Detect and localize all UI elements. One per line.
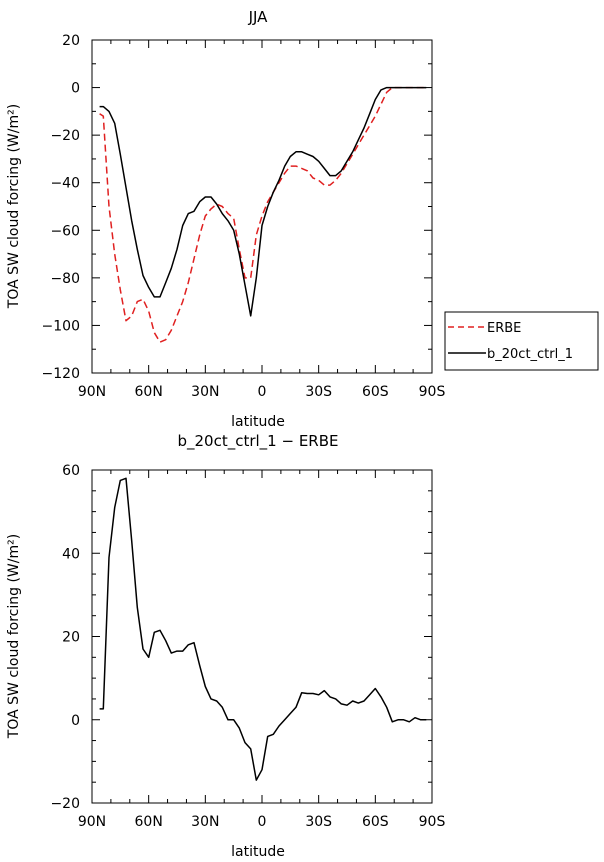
panel2-series xyxy=(99,477,427,781)
panel1-ticks xyxy=(91,39,433,374)
panel2-title: b_20ct_ctrl_1 − ERBE xyxy=(177,432,338,451)
x-tick-label: 30N xyxy=(191,384,219,400)
y-tick-label: 40 xyxy=(62,546,80,562)
x-tick-label: 30S xyxy=(305,814,332,830)
panel2-x-axis-label: latitude xyxy=(231,844,285,860)
panel1-x-axis-label: latitude xyxy=(231,414,285,430)
panel1-tick-labels: 90N 60N 30N 0 30S 60S 90S 20 0 −20 −40 −60 −80 −100 −1… xyxy=(42,33,446,400)
x-tick-label: 60S xyxy=(362,814,389,830)
panel2-y-axis-label: TOA SW cloud forcing (W/m²) xyxy=(6,534,22,739)
x-tick-label: 0 xyxy=(258,814,267,830)
series-line-b-20ct-ctrl-1 xyxy=(99,86,427,317)
x-tick-label: 90N xyxy=(78,384,106,400)
y-tick-label: −80 xyxy=(50,271,80,287)
y-tick-label: −120 xyxy=(42,366,80,382)
legend-model-label: b_20ct_ctrl_1 xyxy=(487,347,573,362)
y-tick-label: −100 xyxy=(42,318,80,334)
x-tick-label: 90S xyxy=(419,384,446,400)
panel-difference: b_20ct_ctrl_1 − ERBE 90N 60N 30N 0 30S 60S 90S… xyxy=(6,432,445,860)
x-tick-label: 90N xyxy=(78,814,106,830)
panel2-ticks xyxy=(91,469,433,804)
y-tick-label: 20 xyxy=(62,630,80,646)
series-line-erbe xyxy=(99,86,427,343)
x-tick-label: 30S xyxy=(305,384,332,400)
y-tick-label: −40 xyxy=(50,176,80,192)
legend-frame xyxy=(444,311,599,371)
y-tick-label: 0 xyxy=(71,713,80,729)
x-tick-label: 60S xyxy=(362,384,389,400)
y-tick-label: 0 xyxy=(71,81,80,97)
panel-jja: JJA 90N 60N 30N 0 30S 60S 90S 20 0 −20 −40 −60 −80 −1… xyxy=(6,8,599,430)
y-tick-label: 20 xyxy=(62,33,80,49)
x-tick-label: 60N xyxy=(135,384,163,400)
x-tick-label: 30N xyxy=(191,814,219,830)
y-tick-label: −20 xyxy=(50,128,80,144)
y-tick-label: −60 xyxy=(50,223,80,239)
panel1-title: JJA xyxy=(248,8,269,26)
series-line-difference xyxy=(99,477,427,781)
y-tick-label: −20 xyxy=(50,796,80,812)
panel2-tick-labels: 90N 60N 30N 0 30S 60S 90S 60 40 20 0 −20 xyxy=(50,463,445,830)
x-tick-label: 0 xyxy=(258,384,267,400)
legend-erbe-label: ERBE xyxy=(487,321,521,336)
y-tick-label: 60 xyxy=(62,463,80,479)
panel1-y-axis-label: TOA SW cloud forcing (W/m²) xyxy=(6,104,22,309)
panel2-frame xyxy=(91,469,433,804)
panel1-series xyxy=(99,86,427,343)
legend: ERBE b_20ct_ctrl_1 xyxy=(444,311,599,371)
x-tick-label: 60N xyxy=(135,814,163,830)
x-tick-label: 90S xyxy=(419,814,446,830)
